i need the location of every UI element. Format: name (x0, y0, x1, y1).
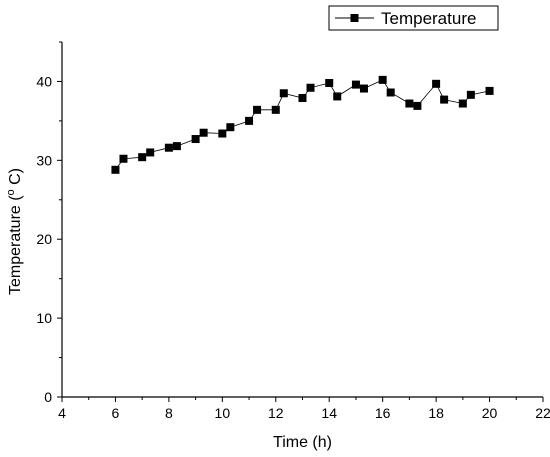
x-tick-label: 22 (535, 405, 550, 421)
data-point (191, 135, 200, 144)
series-line (115, 79, 490, 171)
y-tick-label: 0 (44, 389, 52, 405)
data-point (245, 116, 254, 125)
series-temperature (111, 75, 494, 174)
data-point (440, 95, 449, 104)
data-point (413, 101, 422, 110)
data-point (119, 154, 128, 163)
x-tick-label: 8 (165, 405, 173, 421)
data-point (325, 79, 334, 88)
data-point (306, 83, 315, 92)
x-axis-title: Time (h) (273, 434, 332, 451)
x-tick-label: 18 (428, 405, 444, 421)
data-point (172, 142, 181, 151)
axes: 4 6 8 10 12 14 16 18 20 22 0 10 20 30 40 Time (h) Tem… (5, 41, 550, 451)
x-tick-label: 20 (482, 405, 498, 421)
data-point (485, 86, 494, 95)
data-point (218, 129, 227, 138)
y-tick-label: 30 (36, 152, 52, 168)
data-point (466, 90, 475, 99)
y-tick-label: 10 (36, 310, 52, 326)
y-tick-label: 20 (36, 231, 52, 247)
x-tick-label: 10 (215, 405, 231, 421)
data-point (378, 75, 387, 84)
data-point (359, 84, 368, 93)
data-point (146, 148, 155, 157)
data-point (271, 105, 280, 114)
data-point (458, 99, 467, 108)
legend: Temperature (328, 5, 499, 31)
data-point (432, 79, 441, 88)
data-point (199, 128, 208, 137)
data-point (279, 89, 288, 98)
y-tick-label: 40 (36, 73, 52, 89)
x-tick-label: 4 (58, 405, 66, 421)
data-point (333, 92, 342, 101)
data-point (298, 94, 307, 103)
legend-label-temperature: Temperature (381, 9, 476, 28)
data-point (405, 99, 414, 108)
y-axis-title: Temperature (o C) (5, 168, 24, 295)
x-tick-label: 14 (321, 405, 337, 421)
x-tick-label: 12 (268, 405, 284, 421)
data-point (138, 153, 147, 162)
y-axis-ticks: 0 10 20 30 40 (36, 41, 62, 405)
x-tick-label: 6 (112, 405, 120, 421)
data-point (253, 105, 262, 114)
data-point (164, 143, 173, 152)
data-point (111, 165, 120, 174)
legend-marker-square (350, 14, 359, 22)
x-tick-label: 16 (375, 405, 391, 421)
data-point (351, 80, 360, 89)
data-point (226, 123, 235, 132)
data-point (386, 88, 395, 97)
x-axis-ticks: 4 6 8 10 12 14 16 18 20 22 (58, 397, 550, 421)
